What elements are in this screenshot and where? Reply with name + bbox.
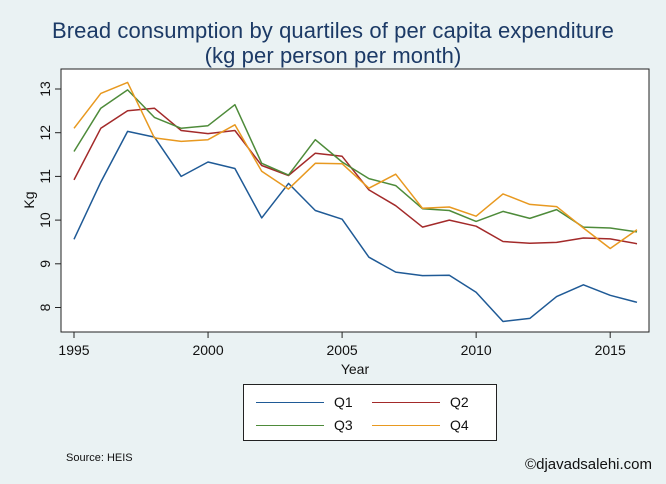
series-line-q2: [73, 107, 638, 245]
y-axis-label: Kg: [21, 191, 37, 208]
x-tick-label: 1995: [58, 342, 89, 358]
y-axis: 8 9 10 11 12 13: [37, 81, 61, 311]
x-axis-label: Year: [341, 361, 370, 377]
source-note: Source: HEIS: [66, 452, 133, 464]
x-tick-label: 2005: [327, 342, 358, 358]
y-tick-label: 8: [37, 303, 53, 311]
legend-swatch-q4: [372, 425, 440, 426]
legend-swatch-q1: [256, 402, 324, 403]
legend-label-q4: Q4: [450, 417, 469, 433]
series-line-q1: [73, 130, 638, 323]
y-tick-label: 11: [37, 169, 53, 184]
legend: Q1 Q2 Q3 Q4: [243, 384, 497, 441]
y-tick-label: 9: [37, 260, 53, 268]
y-tick-label: 13: [37, 81, 53, 97]
x-axis: 1995 2000 2005 2010 2015: [58, 332, 626, 358]
series-line-q4: [73, 81, 638, 250]
y-tick-label: 12: [37, 125, 53, 141]
legend-label-q1: Q1: [334, 394, 353, 410]
legend-label-q2: Q2: [450, 394, 469, 410]
legend-swatch-q3: [256, 425, 324, 426]
chart-title: Bread consumption by quartiles of per ca…: [51, 18, 615, 43]
series-line-q3: [73, 89, 638, 233]
chart-subtitle: (kg per person per month): [204, 43, 462, 68]
legend-swatch-q2: [372, 402, 440, 403]
y-tick-label: 10: [37, 212, 53, 228]
x-tick-label: 2015: [595, 342, 626, 358]
x-tick-label: 2000: [192, 342, 223, 358]
credit-note: ©djavadsalehi.com: [525, 456, 652, 473]
legend-label-q3: Q3: [334, 417, 353, 433]
x-tick-label: 2010: [461, 342, 492, 358]
series-lines: [73, 81, 638, 323]
